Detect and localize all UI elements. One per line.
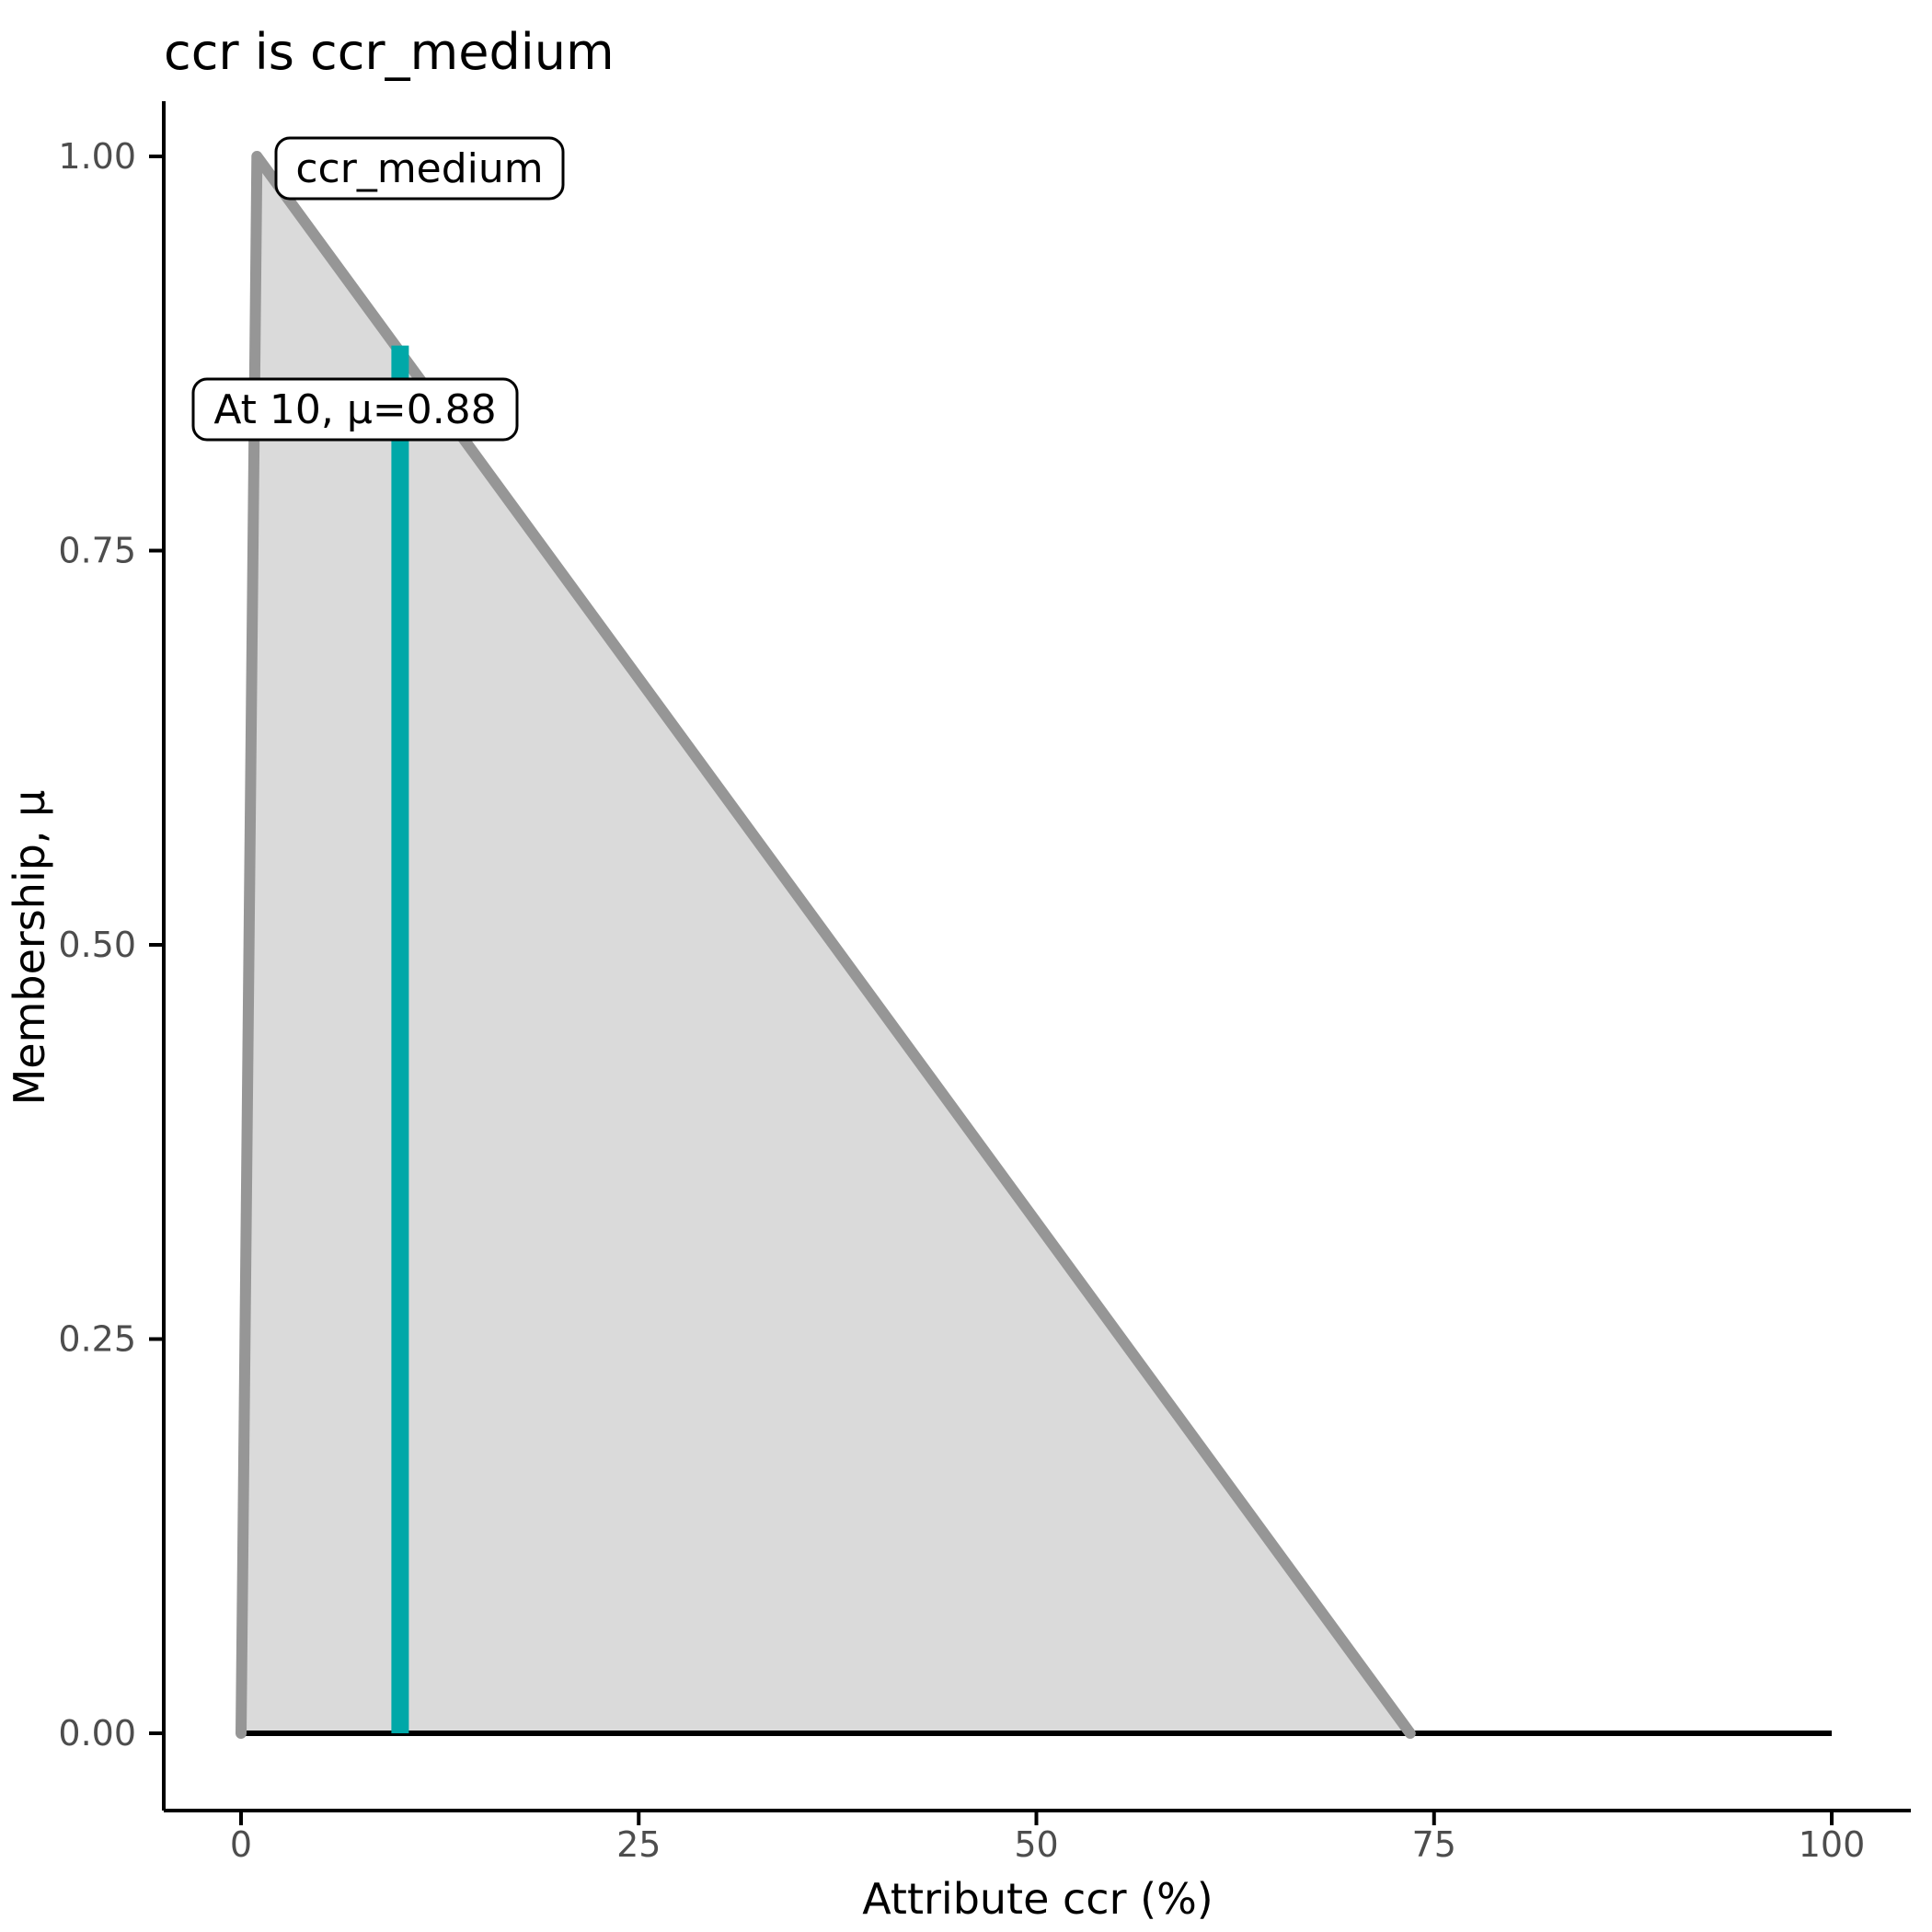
y-tick-label: 0.50 [58,925,136,965]
value-label-annotation: At 10, μ=0.88 [191,377,519,442]
set-label-box [274,136,565,201]
value-label-box [191,377,519,442]
x-tick-label: 75 [1412,1824,1456,1865]
y-tick-label: 1.00 [58,136,136,177]
value-label-text: At 10, μ=0.88 [213,386,496,433]
x-tick-label: 0 [230,1824,252,1865]
set-label-annotation: ccr_medium [274,136,565,201]
x-tick-label: 25 [616,1824,661,1865]
x-tick-label: 100 [1799,1824,1866,1865]
x-axis-ticks: 0 25 50 75 100 [230,1811,1865,1865]
y-axis-ticks: 0.00 0.25 0.50 0.75 1.00 [58,136,164,1754]
membership-curve-outline [236,151,1416,1739]
x-axis-title: Attribute ccr (%) [862,1874,1213,1924]
y-tick-label: 0.25 [58,1319,136,1360]
x-tick-label: 50 [1014,1824,1058,1865]
set-label-text: ccr_medium [295,145,543,192]
y-tick-label: 0.75 [58,531,136,571]
plot-title: ccr is ccr_medium [164,23,615,81]
y-tick-label: 0.00 [58,1713,136,1754]
y-axis-title: Membership, μ [5,790,54,1106]
